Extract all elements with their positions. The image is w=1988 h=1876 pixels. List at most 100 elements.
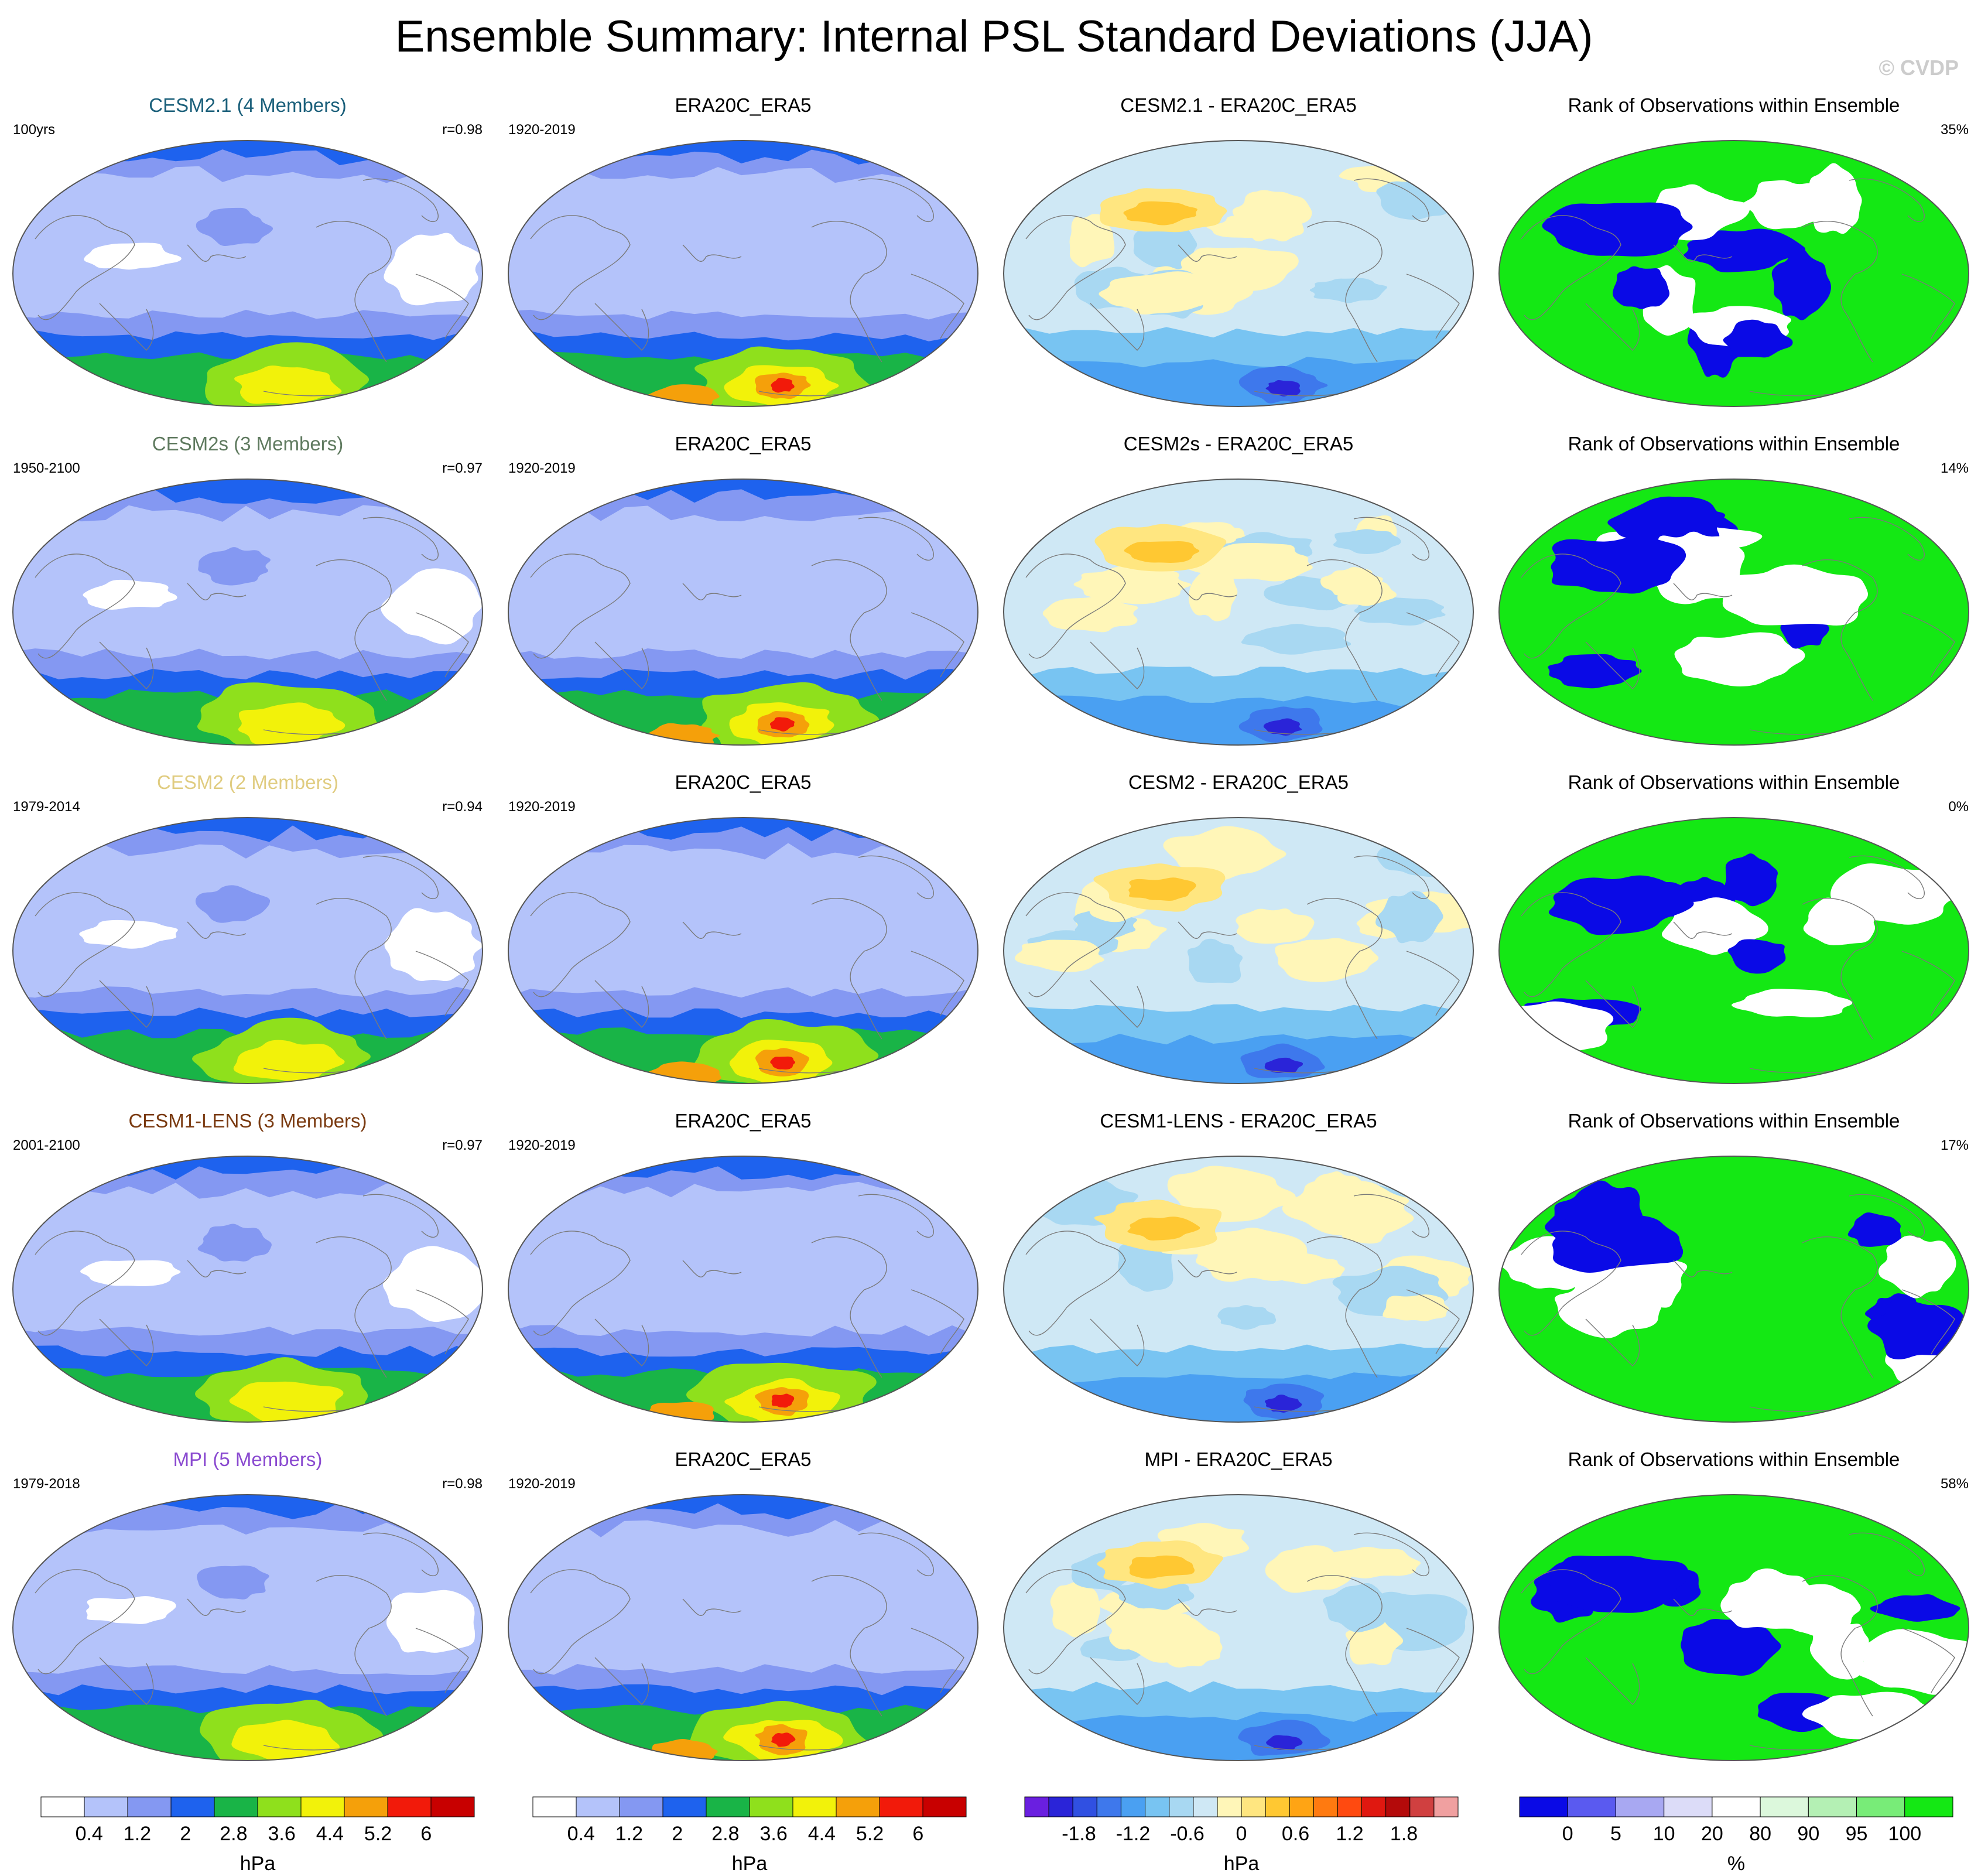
field-contour [1266,1735,1303,1750]
obs-panel-title: ERA20C_ERA5 [675,1110,812,1132]
colorbar-tick-label: 0.4 [76,1823,103,1845]
diff-panel: CESM2.1 - ERA20C_ERA5 [991,94,1486,432]
map-outline [1003,1494,1474,1761]
field-contour [1181,247,1299,291]
colorbar-swatch [1120,1796,1146,1817]
field-contour [771,377,795,393]
field-contour [197,1565,269,1600]
colorbar-tick-label: 100 [1888,1823,1921,1845]
field-contour [1674,632,1805,686]
page-title: Ensemble Summary: Internal PSL Standard … [395,12,1593,61]
coastline [1090,1318,1145,1366]
diff-panel-title: CESM1-LENS - ERA20C_ERA5 [1100,1110,1377,1132]
colorbar-tick-label: 2 [672,1823,683,1845]
colorbar-swatches: 0 5 10 20 80 90 95 100 [1519,1796,1953,1845]
field-contour [384,233,481,306]
rank-panel-title: Rank of Observations within Ensemble [1568,1448,1900,1470]
coastline [858,1532,934,1576]
field-contour [13,479,483,504]
coastline [1178,583,1237,600]
colorbar-tick-label: 0.4 [567,1823,595,1845]
pattern-correlation-label: r=0.97 [442,1137,483,1153]
coastline [1673,1598,1733,1616]
field-contour [1118,1242,1173,1292]
coastline [911,274,964,339]
colorbar-tick-label: 95 [1846,1823,1868,1845]
coastline [1802,559,1878,701]
coastline [415,1289,469,1355]
coastline [415,951,469,1016]
coastline [1025,892,1126,997]
field-contour [1552,1214,1684,1273]
colorbar-tick-label: 4.4 [316,1823,344,1845]
rank-percent-label: 35% [1940,122,1969,138]
obs-panel: ERA20C_ERA5 1920-2019 [495,771,991,1109]
field-contour [1127,1217,1200,1241]
coastline [1090,641,1145,689]
field-contour [1383,1294,1449,1321]
field-contour [86,1596,176,1624]
pattern-correlation-label: r=0.98 [442,1476,483,1492]
diff-panel: CESM2s - ERA20C_ERA5 [991,432,1486,771]
colorbar-swatch [257,1796,302,1817]
colorbar-swatch [879,1796,923,1817]
coastline [187,583,247,600]
colorbar-swatch [84,1796,128,1817]
colorbar-tick-label: 80 [1749,1823,1771,1845]
field-contour [1014,939,1104,972]
colorbar-swatch [1096,1796,1121,1817]
colorbar-unit-label: hPa [1223,1853,1260,1875]
coastline [594,980,649,1028]
rank-panel: Rank of Observations within Ensemble 0% [1486,771,1982,1109]
coastline [530,553,631,659]
obs-period-label: 1920-2019 [508,460,576,476]
colorbar-swatch [1217,1796,1242,1817]
diff-map [1003,140,1474,407]
map-outline [1498,1156,1969,1423]
colorbar-swatch [706,1796,750,1817]
coastline [1406,1628,1460,1693]
model-period-label: 1979-2014 [13,799,80,815]
map-outline [1498,1494,1969,1761]
diff-panel-title: CESM2.1 - ERA20C_ERA5 [1120,94,1357,116]
colorbar-swatch [1265,1796,1290,1817]
colorbar-swatch [1072,1796,1097,1817]
colorbar-tick-label: 6 [420,1823,432,1845]
rank-panel-title: Rank of Observations within Ensemble [1568,433,1900,455]
diff-panel: CESM1-LENS - ERA20C_ERA5 [991,1109,1486,1448]
model-period-label: 100yrs [13,122,56,138]
coastline [858,855,934,899]
field-contour [1354,597,1446,626]
colorbar-swatch [387,1796,432,1817]
coastline [1406,1289,1460,1355]
model-period-label: 1950-2100 [13,460,80,476]
colorbar-swatch [1519,1796,1568,1817]
model-panel: CESM2.1 (4 Members) 100yrs r=0.98 [0,94,495,432]
colorbar-swatch [1615,1796,1665,1817]
obs-map [508,1156,978,1423]
diff-map [1003,1494,1474,1761]
field-contour [1232,192,1308,242]
model-panel: CESM2s (3 Members) 1950-2100 r=0.97 [0,432,495,771]
colorbar: 0 5 10 20 80 90 95 100% [1514,1792,1959,1875]
field-contour [229,1381,344,1422]
colorbar-tick-label: 20 [1701,1823,1723,1845]
coastline [1849,1194,1925,1238]
colorbar-swatch [1024,1796,1049,1817]
field-contour [382,1246,483,1323]
coastline [1306,1574,1383,1717]
diff-panel: CESM2 - ERA20C_ERA5 [991,771,1486,1109]
field-contour [386,1590,475,1653]
map-outline [508,479,978,746]
colorbar-tick-label: 10 [1653,1823,1675,1845]
coastline [1353,1532,1429,1576]
colorbar-swatch [662,1796,707,1817]
field-contour [1069,214,1115,268]
diff-panel-title: CESM2s - ERA20C_ERA5 [1123,433,1354,455]
field-contour [1743,180,1831,230]
coastline [187,921,247,939]
field-contour [1856,1629,1969,1695]
field-contour [1681,1618,1781,1676]
rank-percent-label: 58% [1940,1476,1969,1492]
